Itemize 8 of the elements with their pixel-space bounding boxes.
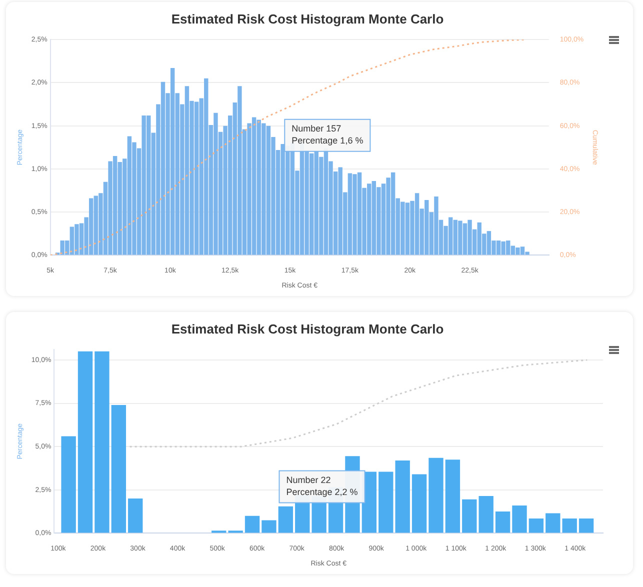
line-series — [50, 40, 526, 256]
annotation: Percentage 1,6 % — [292, 135, 364, 146]
annotation: Number 22 — [286, 474, 331, 485]
chart-title: Estimated Risk Cost Histogram Monte Carlo — [171, 321, 444, 336]
annotation: Number 157 — [292, 123, 342, 134]
annotation: Percentage 2,2 % — [286, 486, 358, 497]
line-series — [129, 359, 588, 448]
chart-title: Estimated Risk Cost Histogram Monte Carlo — [171, 11, 444, 26]
